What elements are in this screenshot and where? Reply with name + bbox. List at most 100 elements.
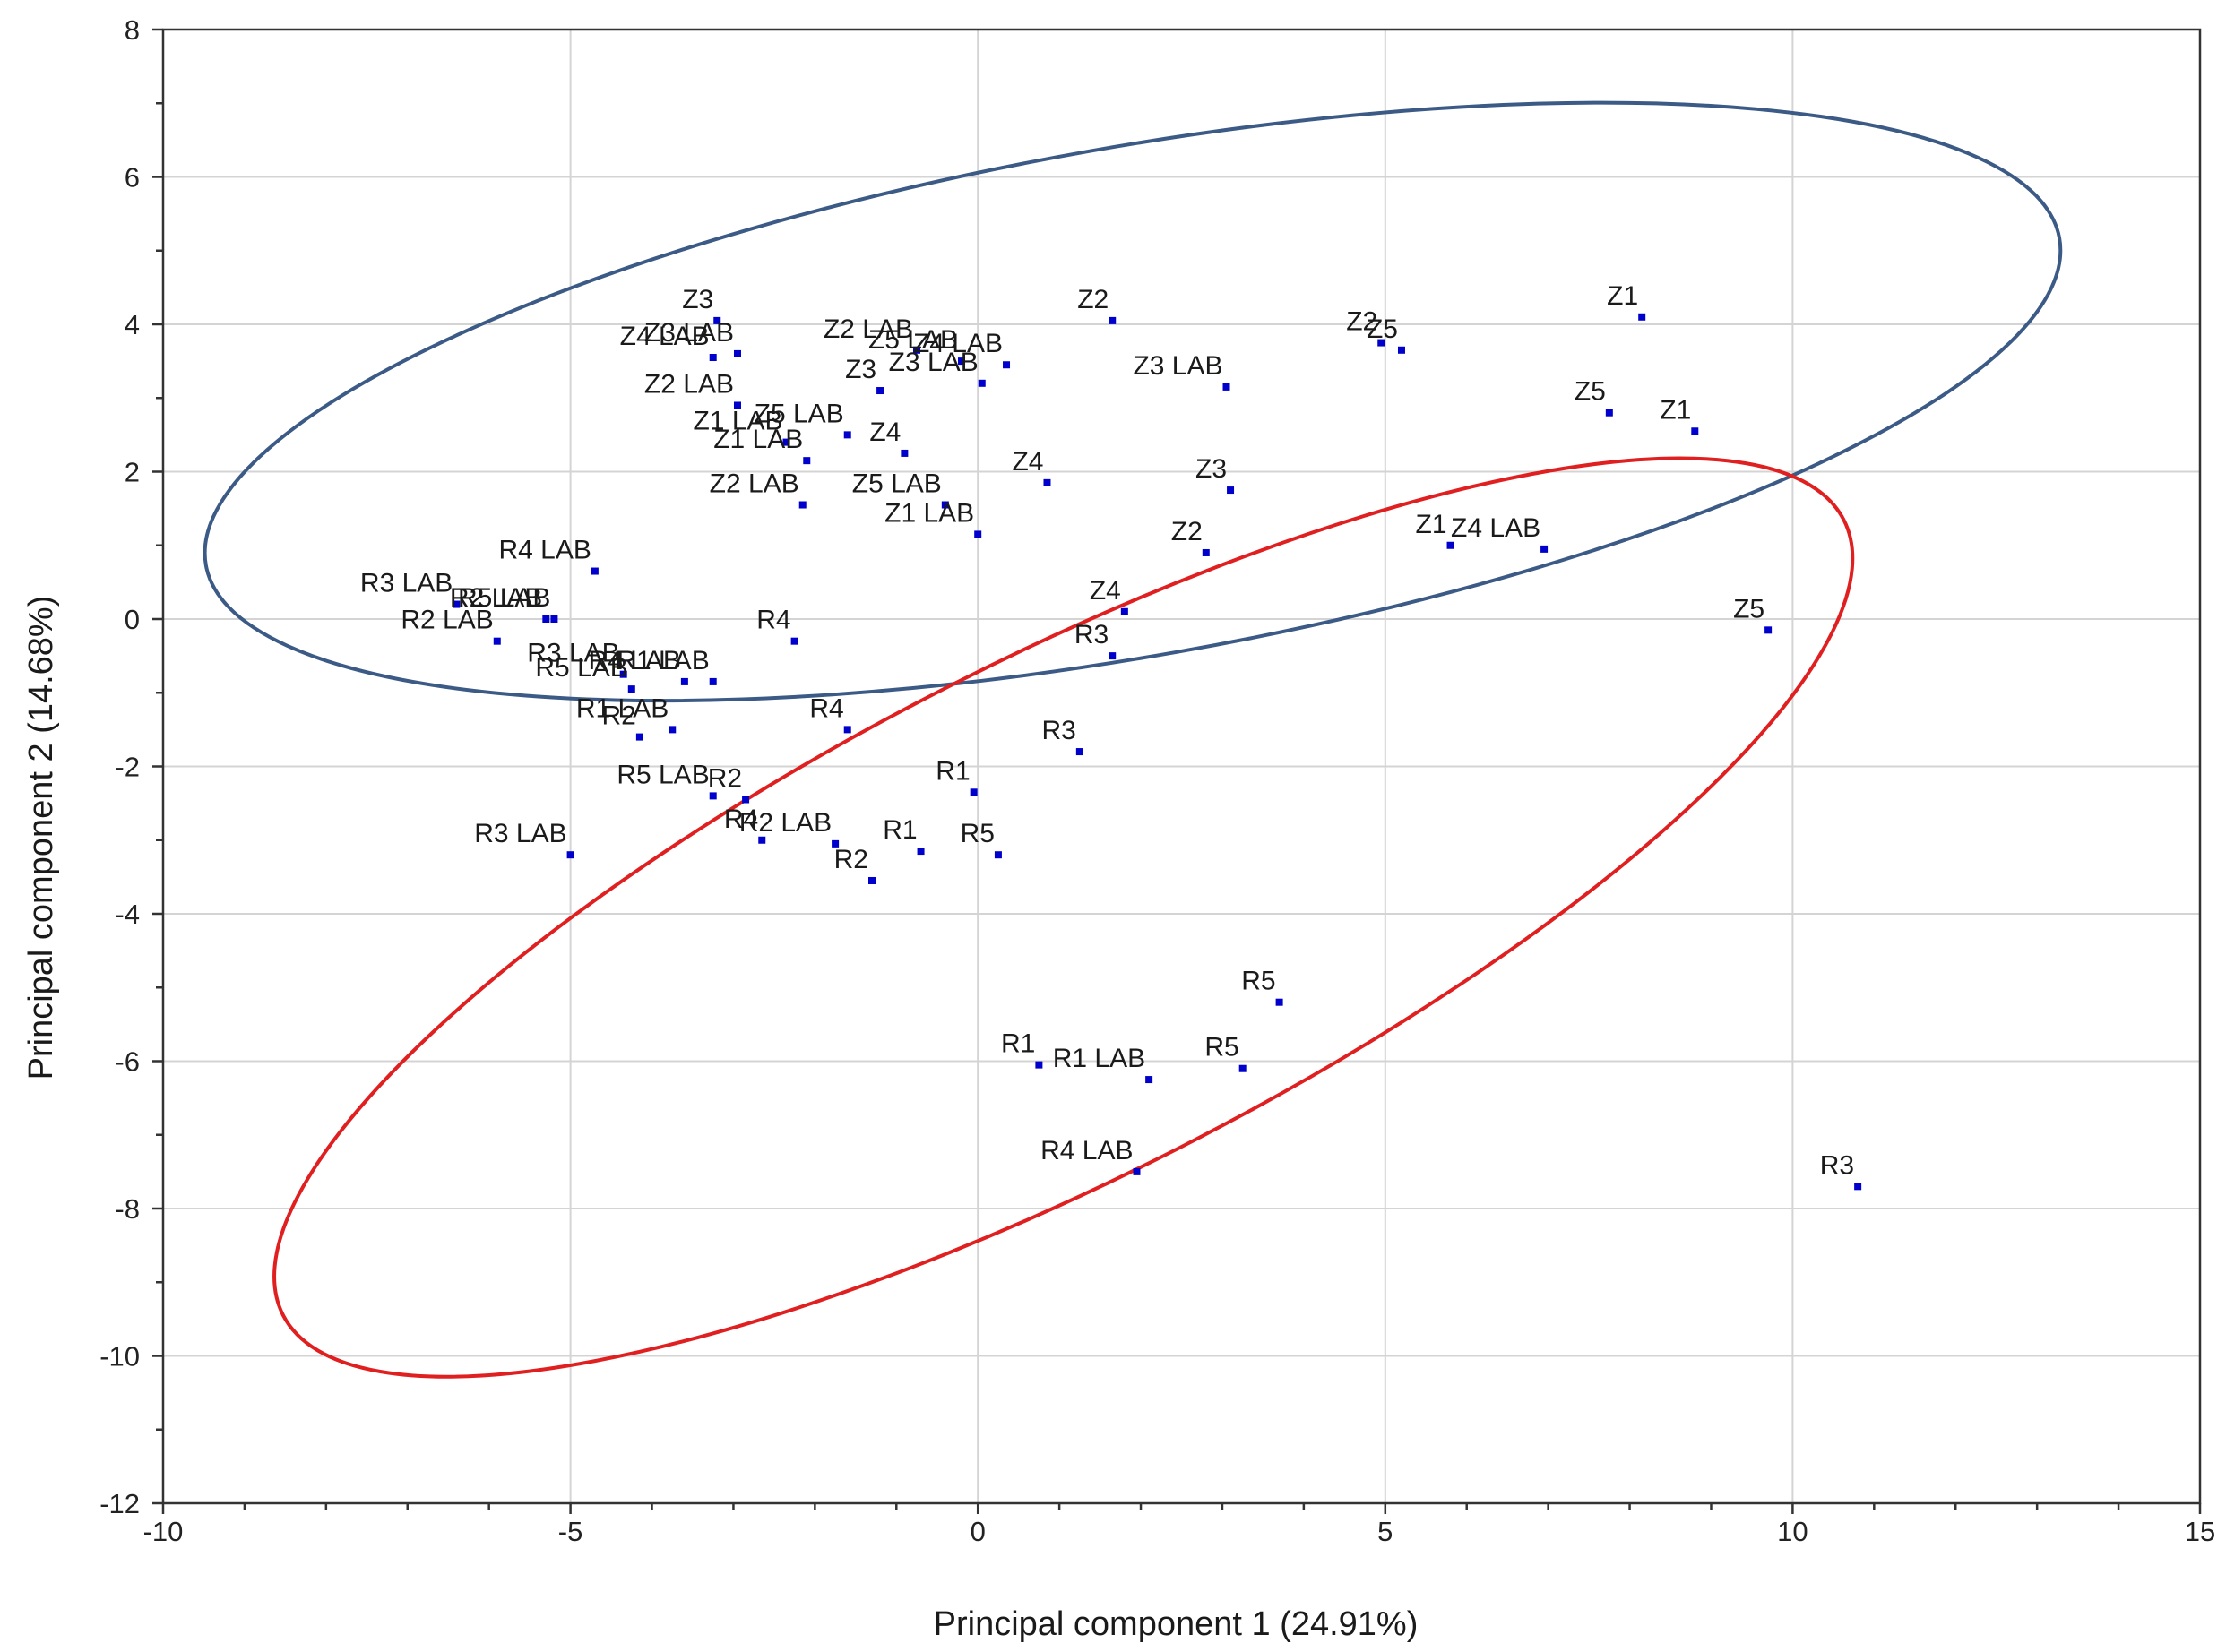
- data-point: [970, 788, 978, 796]
- data-point: [1854, 1183, 1862, 1191]
- r-cluster-ellipse: [272, 456, 1855, 1379]
- data-point-label: Z5 LAB: [868, 325, 958, 355]
- y-tick-label: 6: [125, 162, 140, 194]
- data-points: [453, 313, 1862, 1191]
- data-point: [868, 876, 876, 884]
- data-point: [917, 848, 925, 856]
- data-point: [1075, 748, 1083, 756]
- x-tick-label: 15: [2185, 1516, 2215, 1547]
- data-point: [709, 354, 717, 362]
- data-point-label: R5: [961, 819, 995, 848]
- data-point: [1202, 548, 1210, 556]
- x-tick-label: -5: [558, 1516, 583, 1547]
- data-point: [709, 792, 717, 800]
- data-point: [843, 431, 851, 439]
- x-axis-title: Principal component 1 (24.91%): [934, 1605, 1419, 1643]
- data-point-label: R4: [756, 606, 790, 635]
- data-point: [1275, 998, 1283, 1006]
- gridlines: [163, 30, 2200, 1503]
- data-point-label: R5: [1241, 967, 1275, 996]
- data-point-label: Z4: [869, 417, 901, 447]
- data-point-label: R3: [1041, 716, 1075, 745]
- data-point-label: R1: [883, 815, 917, 845]
- data-point: [876, 387, 884, 395]
- data-point-label: Z3 LAB: [1133, 351, 1222, 381]
- data-point: [1446, 541, 1454, 549]
- data-point-label: R1 LAB: [576, 693, 669, 723]
- data-point: [742, 796, 750, 804]
- data-point: [1540, 545, 1549, 553]
- data-point-label: R4: [809, 693, 843, 723]
- data-point: [635, 733, 643, 741]
- cluster-ellipses: [203, 100, 2063, 1379]
- x-tick-label: 10: [1777, 1516, 1808, 1547]
- y-tick-label: -4: [115, 899, 140, 930]
- data-point-label: Z1 LAB: [693, 407, 782, 436]
- data-point: [493, 637, 501, 645]
- data-point: [1003, 361, 1011, 369]
- y-tick-label: 4: [125, 309, 140, 340]
- data-point-label: Z2 LAB: [644, 369, 734, 399]
- data-point-label: R1: [1001, 1029, 1035, 1059]
- data-point-label: Z3: [845, 355, 876, 384]
- data-point: [1035, 1061, 1043, 1069]
- data-point-label: Z1 LAB: [884, 498, 974, 528]
- data-point-label: Z3 LAB: [889, 348, 979, 377]
- data-point: [974, 530, 982, 538]
- data-point: [913, 346, 921, 354]
- data-point: [1691, 427, 1699, 435]
- y-tick-label: -2: [115, 752, 140, 783]
- data-point: [832, 839, 840, 848]
- data-point: [1222, 383, 1230, 391]
- data-point: [978, 379, 986, 387]
- data-point-label: Z2: [1346, 307, 1377, 337]
- data-point-label: R2: [708, 764, 742, 794]
- data-point-label: R1: [936, 756, 970, 786]
- axis-ticks: [152, 28, 2202, 1514]
- y-tick-label: -10: [99, 1341, 140, 1372]
- x-tick-label: -10: [143, 1516, 184, 1547]
- data-point-label: Z2: [1077, 285, 1109, 314]
- z-cluster-ellipse: [203, 100, 2063, 703]
- data-point-label: R1 LAB: [1053, 1044, 1145, 1073]
- data-point-label: R2: [602, 701, 636, 731]
- data-point-label: R4 LAB: [498, 536, 591, 565]
- data-point: [1227, 486, 1235, 495]
- data-point-label: Z4: [1090, 576, 1121, 606]
- data-point-label: Z3: [682, 285, 713, 314]
- data-point: [798, 501, 807, 509]
- data-point: [1120, 607, 1128, 615]
- data-point: [1605, 409, 1613, 417]
- data-point: [1377, 339, 1385, 347]
- y-tick-label: -8: [115, 1193, 140, 1225]
- data-point-label: Z4 LAB: [913, 329, 1003, 358]
- data-point-label: R5 LAB: [458, 583, 550, 613]
- data-point: [782, 438, 790, 446]
- data-point-label: R4 LAB: [1040, 1136, 1133, 1166]
- data-point-label: Z5 LAB: [852, 469, 942, 499]
- data-point-label: R3: [1074, 620, 1109, 650]
- data-point-label: R1 LAB: [617, 646, 709, 675]
- data-point-label: R5 LAB: [617, 760, 709, 789]
- data-point-label: R2 LAB: [401, 606, 493, 635]
- data-point-label: Z4 LAB: [620, 322, 710, 351]
- y-tick-label: -6: [115, 1046, 140, 1078]
- y-tick-label: 2: [125, 457, 140, 488]
- data-point-label: Z1 LAB: [713, 425, 803, 454]
- data-point: [550, 615, 558, 623]
- data-point-label: Z4: [1012, 447, 1043, 477]
- data-point: [1638, 313, 1646, 321]
- data-point: [733, 349, 741, 357]
- data-point: [994, 851, 1002, 859]
- data-point: [1133, 1167, 1141, 1175]
- data-point: [709, 677, 717, 685]
- data-point-label: R2 LAB: [739, 808, 832, 838]
- data-point-label: Z2 LAB: [710, 469, 799, 499]
- x-tick-label: 0: [971, 1516, 986, 1547]
- data-point-label: Z5 LAB: [755, 399, 844, 428]
- data-point: [669, 726, 677, 734]
- data-point-label: Z4 LAB: [1451, 513, 1540, 543]
- y-axis-title: Principal component 2 (14.68%): [22, 596, 60, 1080]
- data-point: [713, 316, 721, 324]
